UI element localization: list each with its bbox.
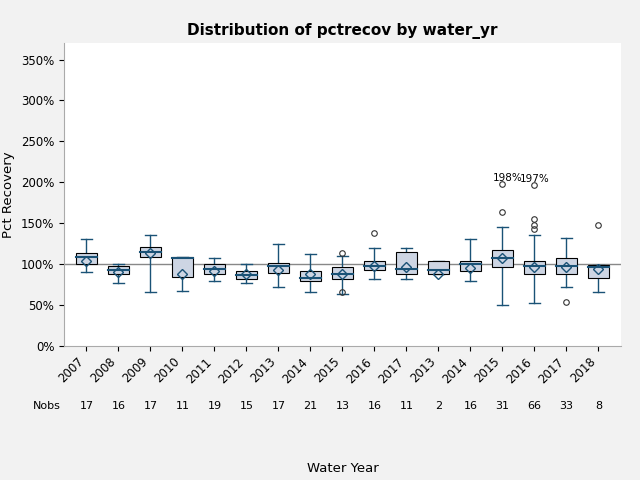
Text: 11: 11 [175, 401, 189, 410]
Bar [396, 252, 417, 275]
Title: Distribution of pctrecov by water_yr: Distribution of pctrecov by water_yr [187, 23, 498, 39]
Text: 21: 21 [303, 401, 317, 410]
Bar [460, 262, 481, 271]
Text: 2: 2 [435, 401, 442, 410]
Bar [76, 253, 97, 264]
Bar [236, 271, 257, 278]
Bar [428, 262, 449, 275]
Text: 11: 11 [399, 401, 413, 410]
Text: 16: 16 [367, 401, 381, 410]
Text: 8: 8 [595, 401, 602, 410]
Bar [364, 262, 385, 270]
Text: 16: 16 [111, 401, 125, 410]
Bar [588, 264, 609, 278]
Text: 197%: 197% [520, 174, 550, 184]
Bar [268, 263, 289, 273]
Bar [492, 250, 513, 267]
Text: 15: 15 [239, 401, 253, 410]
Text: 66: 66 [527, 401, 541, 410]
Bar [556, 258, 577, 274]
Text: Nobs: Nobs [33, 401, 61, 410]
Bar [524, 262, 545, 274]
Text: Water Year: Water Year [307, 462, 378, 475]
Text: 33: 33 [559, 401, 573, 410]
Bar [172, 256, 193, 277]
Y-axis label: Pct Recovery: Pct Recovery [3, 151, 15, 238]
Text: 31: 31 [495, 401, 509, 410]
Text: 19: 19 [207, 401, 221, 410]
Bar [204, 264, 225, 275]
Text: 17: 17 [79, 401, 93, 410]
Text: 17: 17 [143, 401, 157, 410]
Text: 198%: 198% [493, 173, 522, 183]
Bar [108, 266, 129, 275]
Bar [300, 271, 321, 281]
Bar [332, 267, 353, 279]
Text: 17: 17 [271, 401, 285, 410]
Text: 13: 13 [335, 401, 349, 410]
Text: 16: 16 [463, 401, 477, 410]
Bar [140, 247, 161, 256]
